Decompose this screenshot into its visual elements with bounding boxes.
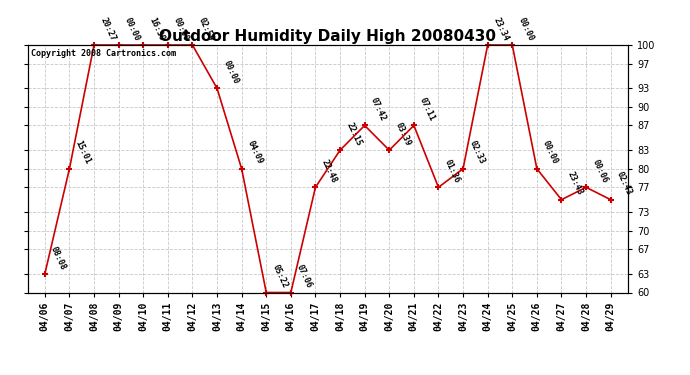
Text: 23:43: 23:43 xyxy=(566,171,584,197)
Text: 02:59: 02:59 xyxy=(197,16,215,42)
Title: Outdoor Humidity Daily High 20080430: Outdoor Humidity Daily High 20080430 xyxy=(159,29,496,44)
Text: Copyright 2008 Cartronics.com: Copyright 2008 Cartronics.com xyxy=(30,49,175,58)
Text: 22:48: 22:48 xyxy=(319,158,338,184)
Text: 00:00: 00:00 xyxy=(123,16,141,42)
Text: 05:22: 05:22 xyxy=(270,263,289,290)
Text: 15:01: 15:01 xyxy=(74,140,92,166)
Text: 00:00: 00:00 xyxy=(221,59,240,86)
Text: 02:43: 02:43 xyxy=(615,171,633,197)
Text: 07:06: 07:06 xyxy=(295,263,314,290)
Text: 00:00: 00:00 xyxy=(541,140,560,166)
Text: 02:33: 02:33 xyxy=(467,140,486,166)
Text: 00:00: 00:00 xyxy=(172,16,190,42)
Text: 00:00: 00:00 xyxy=(516,16,535,42)
Text: 08:08: 08:08 xyxy=(49,245,68,271)
Text: 04:09: 04:09 xyxy=(246,140,264,166)
Text: 03:39: 03:39 xyxy=(393,121,412,147)
Text: 01:36: 01:36 xyxy=(442,158,462,184)
Text: 00:06: 00:06 xyxy=(590,158,609,184)
Text: 20:27: 20:27 xyxy=(98,16,117,42)
Text: 23:34: 23:34 xyxy=(492,16,511,42)
Text: 22:15: 22:15 xyxy=(344,121,363,147)
Text: 07:42: 07:42 xyxy=(369,96,388,123)
Text: 07:11: 07:11 xyxy=(418,96,437,123)
Text: 16:39: 16:39 xyxy=(148,16,166,42)
